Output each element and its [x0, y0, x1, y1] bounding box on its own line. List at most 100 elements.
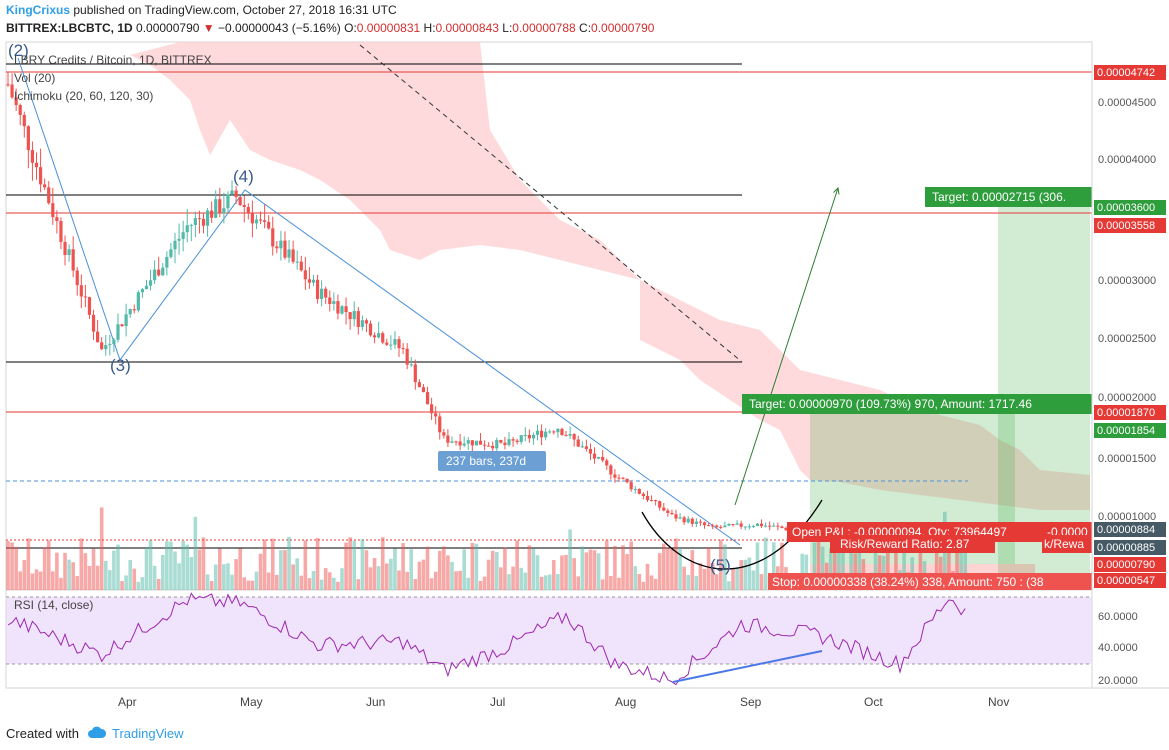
- price-label-1870: [1094, 405, 1166, 420]
- price-axis[interactable]: [1092, 42, 1169, 590]
- high-label: H:: [423, 21, 436, 35]
- stop-text: Stop: 0.00000338 (38.24%) 338, Amount: 7…: [772, 575, 1044, 589]
- candle-body: [132, 309, 136, 311]
- close-label: C:: [579, 21, 592, 35]
- candle-body: [210, 210, 214, 218]
- candle-body: [267, 221, 271, 229]
- candle-body: [185, 225, 189, 233]
- candle-body: [544, 431, 548, 438]
- volume-bar: [763, 537, 768, 590]
- volume-bar: [710, 563, 715, 590]
- candle-body: [157, 269, 161, 276]
- volume-bar: [592, 550, 597, 590]
- volume-bar: [152, 565, 157, 590]
- candle-body: [120, 324, 124, 327]
- candle-body: [478, 440, 483, 445]
- candle-body: [393, 339, 397, 345]
- volume-bar: [820, 546, 825, 590]
- volume-bar: [22, 560, 27, 590]
- candle-body: [759, 523, 764, 527]
- volume-bar: [580, 546, 585, 590]
- candle-body: [715, 525, 719, 527]
- candle-body: [205, 210, 210, 226]
- candle-body: [83, 296, 87, 298]
- candle-body: [254, 219, 259, 224]
- volume-bar: [812, 542, 817, 590]
- volume-bar: [10, 542, 14, 590]
- candle-body: [124, 314, 128, 327]
- volume-bar: [144, 547, 149, 590]
- volume-bar: [140, 577, 145, 590]
- candle-body: [784, 527, 788, 531]
- volume-bar: [857, 541, 862, 590]
- candle-body: [649, 500, 654, 502]
- price-pane[interactable]: [5, 41, 1093, 591]
- candle-body: [169, 249, 173, 257]
- candle-body: [6, 84, 10, 86]
- volume-bar: [739, 560, 743, 590]
- volume-bar: [42, 547, 47, 590]
- volume-bar: [841, 547, 845, 590]
- rsi-tick-60: 60.0000: [1098, 611, 1138, 623]
- volume-bar: [902, 538, 906, 590]
- candle-body: [584, 446, 588, 449]
- volume-bar: [886, 539, 890, 590]
- candle-body: [572, 434, 576, 440]
- volume-bar: [6, 541, 10, 590]
- volume-bar: [743, 559, 748, 590]
- candle-body: [336, 301, 340, 314]
- ohlc-line: BITTREX:LBCBTC, 1D 0.00000790 ▼ −0.00000…: [6, 21, 654, 35]
- author-name[interactable]: KingCrixus: [6, 3, 71, 17]
- candle-body: [173, 240, 177, 250]
- price-label-547-text: 0.00000547: [1097, 575, 1155, 587]
- price-label-790-text: 0.00000790: [1097, 559, 1155, 571]
- candle-body: [780, 526, 784, 528]
- volume-bar: [490, 550, 495, 590]
- candle-body: [328, 297, 332, 305]
- volume-bar: [14, 546, 18, 590]
- candle-body: [356, 311, 360, 327]
- volume-bar: [751, 570, 756, 590]
- candle-body: [177, 238, 181, 241]
- candle-body: [576, 439, 580, 447]
- candle-body: [344, 306, 348, 313]
- volume-bar: [613, 545, 617, 590]
- candle-body: [711, 525, 715, 527]
- tradingview-link[interactable]: TradingView: [87, 726, 184, 741]
- candle-body: [682, 517, 686, 523]
- footer: Created with TradingView: [6, 722, 184, 744]
- candle-body: [246, 207, 250, 213]
- candle-body: [617, 477, 621, 479]
- time-label-apr: Apr: [118, 695, 137, 709]
- volume-bar: [735, 567, 739, 590]
- legend-rsi[interactable]: RSI (14, close): [14, 598, 93, 612]
- volume-bar: [474, 543, 479, 590]
- candle-body: [75, 270, 79, 286]
- wave-label-3: (3): [110, 356, 131, 375]
- price-chart[interactable]: (2) (3) (4) (5) LBRY Credits / Bitcoin, …: [0, 0, 1169, 722]
- volume-bar: [588, 549, 593, 590]
- volume-bar: [315, 538, 320, 590]
- candle-body: [258, 219, 263, 221]
- volume-bar: [376, 566, 381, 590]
- legend-ichimoku[interactable]: Ichimoku (20, 60, 120, 30): [14, 89, 153, 103]
- candle-body: [658, 501, 662, 508]
- legend-vol[interactable]: Vol (20): [14, 71, 55, 85]
- candle-body: [605, 460, 609, 466]
- volume-bar: [397, 570, 401, 590]
- candle-body: [38, 167, 43, 185]
- legend-title[interactable]: LBRY Credits / Bitcoin, 1D, BITTREX: [14, 53, 212, 67]
- bars-badge: [438, 451, 546, 471]
- candle-body: [747, 526, 751, 528]
- candle-body: [320, 288, 324, 299]
- volume-bar: [299, 575, 304, 590]
- volume-bar: [148, 540, 153, 590]
- volume-bar: [458, 570, 462, 590]
- volume-bar: [262, 539, 267, 590]
- candle-body: [368, 323, 373, 336]
- candle-body: [633, 488, 637, 490]
- chart-header: KingCrixus published on TradingView.com,…: [6, 3, 1156, 39]
- candle-body: [678, 517, 682, 519]
- volume-bar: [649, 575, 654, 590]
- candle-body: [609, 465, 613, 475]
